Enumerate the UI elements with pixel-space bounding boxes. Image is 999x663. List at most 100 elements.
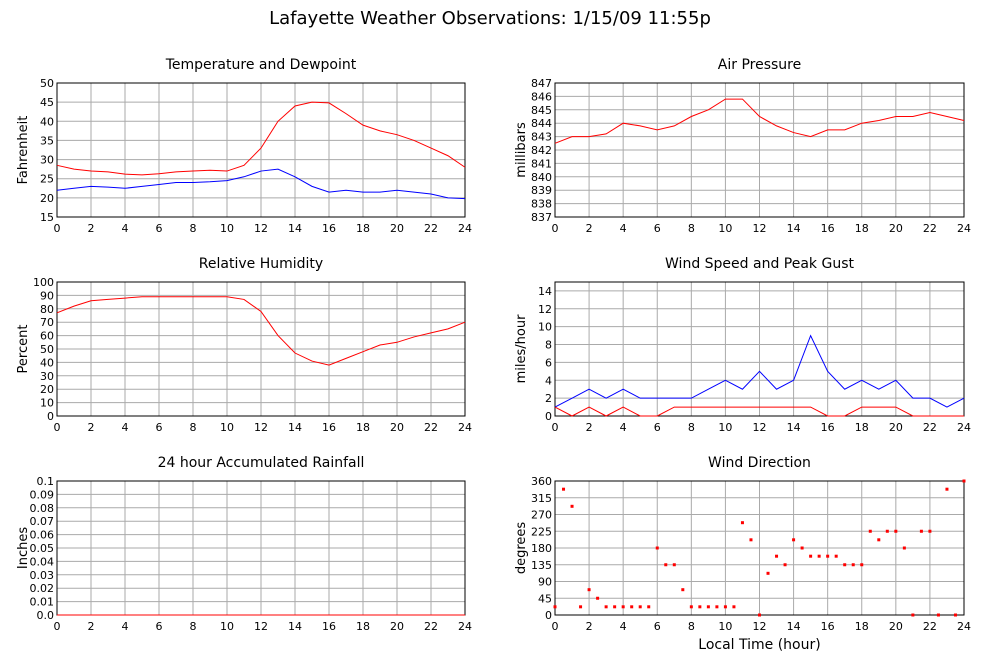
data-line xyxy=(56,101,466,176)
x-tick-label: 20 xyxy=(889,222,903,235)
data-point xyxy=(877,538,881,542)
x-tick-label: 24 xyxy=(458,421,472,434)
x-tick-label: 18 xyxy=(855,620,869,633)
y-tick-label: 30 xyxy=(40,370,54,383)
y-tick-label: 0 xyxy=(545,410,552,423)
y-tick-label: 40 xyxy=(40,356,54,369)
x-tick-label: 18 xyxy=(356,620,370,633)
data-point xyxy=(775,554,779,558)
data-point xyxy=(723,605,727,609)
x-tick-label: 2 xyxy=(88,620,95,633)
y-tick-label: 12 xyxy=(538,303,552,316)
data-point xyxy=(672,563,676,567)
data-point xyxy=(715,605,719,609)
chart-title: 24 hour Accumulated Rainfall xyxy=(158,455,365,471)
x-tick-label: 12 xyxy=(753,222,767,235)
data-line xyxy=(56,168,466,200)
data-point xyxy=(664,563,668,567)
x-tick-label: 20 xyxy=(390,421,404,434)
y-tick-label: 50 xyxy=(40,343,54,356)
y-tick-label: 0.09 xyxy=(30,488,55,501)
y-tick-label: 10 xyxy=(40,397,54,410)
data-point xyxy=(698,605,702,609)
data-point xyxy=(843,563,847,567)
data-point xyxy=(792,538,796,542)
y-tick-label: 180 xyxy=(531,542,552,555)
data-line xyxy=(554,334,965,408)
x-tick-label: 12 xyxy=(254,222,268,235)
x-tick-label: 18 xyxy=(356,421,370,434)
x-tick-label: 0 xyxy=(54,620,61,633)
data-point xyxy=(630,605,634,609)
y-tick-label: 845 xyxy=(531,104,552,117)
y-tick-label: 360 xyxy=(531,475,552,488)
y-tick-label: 15 xyxy=(40,211,54,224)
x-tick-label: 20 xyxy=(889,421,903,434)
y-tick-label: 225 xyxy=(531,525,552,538)
data-point xyxy=(783,563,787,567)
x-tick-label: 22 xyxy=(923,620,937,633)
x-tick-label: 14 xyxy=(288,222,302,235)
x-tick-label: 10 xyxy=(718,620,732,633)
y-tick-label: 0.06 xyxy=(30,529,55,542)
x-tick-label: 8 xyxy=(190,222,197,235)
plot-frame xyxy=(554,281,965,417)
data-point xyxy=(587,588,591,592)
y-tick-label: 10 xyxy=(538,321,552,334)
y-tick-label: 270 xyxy=(531,509,552,522)
x-tick-label: 16 xyxy=(821,421,835,434)
chart-title: Temperature and Dewpoint xyxy=(165,57,357,73)
data-point xyxy=(911,613,915,617)
y-tick-label: 0.03 xyxy=(30,569,55,582)
y-tick-label: 841 xyxy=(531,157,552,170)
data-point xyxy=(604,605,608,609)
x-tick-label: 12 xyxy=(254,620,268,633)
x-tick-label: 16 xyxy=(322,222,336,235)
x-tick-label: 20 xyxy=(889,620,903,633)
y-tick-label: 0.08 xyxy=(30,502,55,515)
x-tick-label: 8 xyxy=(688,620,695,633)
data-point xyxy=(638,605,642,609)
data-line xyxy=(554,98,965,144)
y-tick-label: 843 xyxy=(531,131,552,144)
x-tick-label: 20 xyxy=(390,620,404,633)
data-point xyxy=(902,546,906,550)
data-point xyxy=(553,605,557,609)
data-point xyxy=(732,605,736,609)
x-tick-label: 10 xyxy=(220,620,234,633)
data-point xyxy=(596,596,600,600)
x-tick-label: 0 xyxy=(552,222,559,235)
x-tick-label: 14 xyxy=(787,620,801,633)
y-tick-label: 30 xyxy=(40,154,54,167)
x-tick-label: 24 xyxy=(458,620,472,633)
data-point xyxy=(953,613,957,617)
x-tick-label: 18 xyxy=(855,222,869,235)
data-point xyxy=(868,529,872,533)
y-tick-label: 846 xyxy=(531,90,552,103)
y-tick-label: 135 xyxy=(531,559,552,572)
chart-title: Relative Humidity xyxy=(199,256,323,272)
data-point xyxy=(962,479,966,483)
y-tick-label: 838 xyxy=(531,198,552,211)
x-tick-label: 8 xyxy=(190,620,197,633)
y-tick-label: 844 xyxy=(531,117,552,130)
y-tick-label: 315 xyxy=(531,492,552,505)
chart-title: Wind Speed and Peak Gust xyxy=(665,256,854,272)
x-tick-label: 4 xyxy=(122,620,129,633)
y-tick-label: 0.02 xyxy=(30,582,55,595)
y-tick-label: 847 xyxy=(531,77,552,90)
data-point xyxy=(834,554,838,558)
chart-title: Wind Direction xyxy=(708,455,811,471)
y-axis-label: millibars xyxy=(514,122,529,178)
y-axis-label: miles/hour xyxy=(514,314,529,383)
data-point xyxy=(740,521,744,525)
y-tick-label: 0 xyxy=(545,609,552,622)
x-tick-label: 14 xyxy=(288,421,302,434)
y-tick-label: 0.05 xyxy=(30,542,55,555)
y-tick-label: 6 xyxy=(545,356,552,369)
x-tick-label: 22 xyxy=(923,421,937,434)
x-tick-label: 24 xyxy=(957,620,971,633)
x-tick-label: 8 xyxy=(688,421,695,434)
x-tick-label: 0 xyxy=(552,620,559,633)
data-point xyxy=(817,554,821,558)
